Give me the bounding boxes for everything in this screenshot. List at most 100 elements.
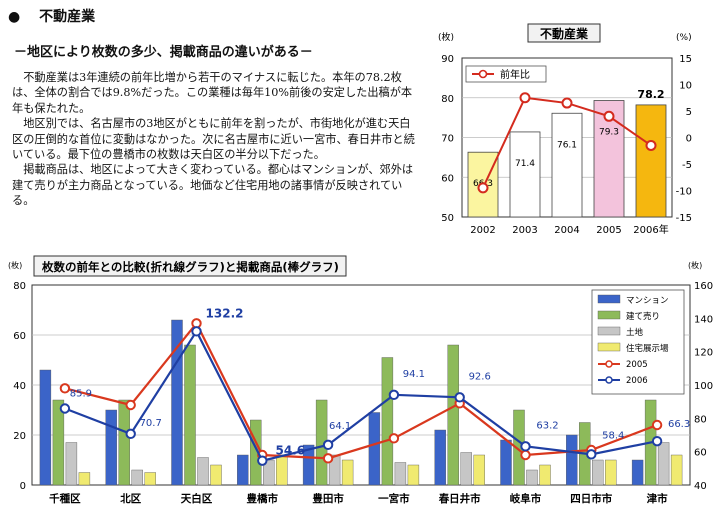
series-point-2005: [388, 433, 400, 444]
bar: [566, 434, 578, 486]
bar: [184, 344, 196, 486]
series-point-2006: [125, 428, 136, 440]
x-tick-label: 2005: [596, 225, 621, 236]
x-tick-label: 天白区: [181, 492, 213, 505]
section-title: ● 不動産業: [8, 6, 95, 26]
series-line-2005: [64, 321, 658, 460]
y-right-tick-label: -15: [676, 213, 692, 224]
y-left-unit: (枚): [438, 31, 454, 43]
bar: [526, 469, 538, 486]
y-left-tick-label: 80: [441, 94, 454, 105]
y-left-tick-label: 90: [441, 54, 454, 65]
bar: [605, 459, 617, 486]
bar-value-label: 71.4: [515, 159, 535, 169]
bar: [328, 454, 341, 486]
x-tick-label: 岐阜市: [510, 492, 542, 505]
y-left-tick-label: 0: [20, 481, 26, 492]
legend-label: マンション: [626, 296, 669, 306]
y-left-tick-label: 60: [441, 173, 454, 184]
x-tick-label: 津市: [647, 492, 668, 505]
x-tick-label: 2002: [470, 225, 495, 236]
series-point-2006: [586, 449, 597, 460]
y-right-tick-label: 100: [694, 381, 713, 392]
bar: [105, 409, 117, 486]
legend-marker: [605, 376, 613, 384]
series-point-2006: [191, 326, 202, 337]
y-left-tick-label: 50: [441, 213, 454, 224]
bar: [276, 454, 288, 486]
legend-marker: [605, 360, 613, 368]
bar: [551, 112, 583, 218]
line-value-label: 63.2: [536, 420, 558, 431]
yoy-point: [477, 182, 489, 194]
annual-chart: 5060708090151050-5-10-15(枚)(%)不動産業66.371…: [438, 23, 692, 236]
x-tick-label: 千種区: [49, 492, 81, 505]
x-tick-label: 春日井市: [439, 492, 481, 505]
series-point-2005: [125, 399, 136, 411]
bar: [473, 454, 485, 486]
y-right-unit: (枚): [688, 260, 702, 270]
line-value-label: 70.7: [140, 418, 162, 429]
bar: [635, 104, 667, 218]
x-tick-label: 北区: [120, 492, 141, 505]
series-point-2006: [59, 403, 71, 414]
bar: [302, 444, 315, 486]
legend-swatch: [597, 310, 621, 320]
y-right-tick-label: 120: [694, 348, 713, 359]
x-tick-label: 四日市市: [570, 492, 612, 505]
bar: [460, 452, 472, 486]
bar: [171, 319, 183, 486]
chart2-title-box: [33, 255, 347, 277]
bar: [500, 439, 512, 486]
series-point-2006: [322, 439, 334, 451]
series-point-2005: [322, 453, 334, 464]
section-title-text: 不動産業: [39, 9, 96, 25]
bar-value-label: 76.1: [557, 140, 577, 150]
paragraph-1: 不動産業は3年連続の前年比増から若干のマイナスに転じた。本年の78.2枚は、全体…: [12, 71, 413, 115]
bar: [78, 472, 91, 486]
bar: [197, 457, 209, 486]
bar: [467, 151, 499, 218]
y-left-tick-label: 40: [13, 381, 26, 392]
district-chart: 0 20 40 60 80 40 60 80 100 120 140 160 (枚) (枚) 枚数の前年との…: [8, 255, 713, 505]
y-right-tick-label: 5: [686, 107, 692, 118]
bar: [434, 429, 446, 486]
series-point-2006: [388, 389, 400, 401]
bar: [407, 464, 420, 486]
yoy-point: [519, 92, 531, 104]
series-point-2006: [520, 441, 531, 452]
series-point-2005: [520, 449, 531, 461]
bar: [539, 464, 551, 486]
series-point-2006: [651, 435, 663, 447]
line-value-label: 132.2: [206, 306, 244, 320]
yoy-point: [603, 110, 615, 122]
y-left-tick-label: 20: [13, 431, 26, 442]
bar: [381, 357, 394, 486]
y-right-tick-label: -5: [682, 160, 692, 171]
line-value-label: 58.4: [602, 430, 624, 441]
y-right-tick-label: 15: [679, 54, 692, 65]
legend-label: 建て売り: [626, 311, 660, 322]
bar-value-label: 79.3: [599, 128, 619, 138]
bar: [657, 442, 670, 486]
y-right-tick-label: 140: [694, 314, 713, 325]
x-tick-label: 2006年: [633, 223, 668, 236]
y-left-tick-label: 80: [13, 281, 26, 292]
bar: [131, 469, 143, 486]
y-right-unit: (%): [676, 33, 692, 43]
bar: [65, 442, 78, 486]
series-point-2005: [651, 419, 663, 431]
yoy-point: [561, 97, 573, 109]
bullet-icon: ●: [8, 9, 21, 25]
series-point-2006: [454, 392, 465, 403]
y-right-tick-label: 40: [694, 481, 707, 492]
chart2-title: 枚数の前年との比較(折れ線グラフ)と掲載商品(棒グラフ): [42, 260, 339, 274]
bar: [592, 459, 604, 486]
legend-label: 2005: [626, 360, 648, 370]
line-value-label: 54.6: [275, 444, 305, 458]
body-text: 不動産業は3年連続の前年比増から若干のマイナスに転じた。本年の78.2枚は、全体…: [12, 70, 417, 209]
x-tick-label: 一宮市: [378, 492, 410, 505]
y-right-tick-label: 80: [694, 414, 707, 425]
bar: [509, 131, 541, 218]
bar: [39, 369, 52, 486]
